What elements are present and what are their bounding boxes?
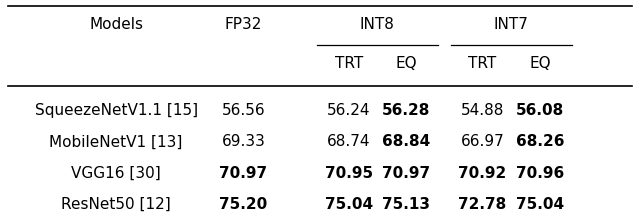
Text: 66.97: 66.97 [461,134,504,149]
Text: 70.95: 70.95 [324,166,372,181]
Text: 75.13: 75.13 [382,197,430,212]
Text: 56.24: 56.24 [327,103,371,118]
Text: 75.04: 75.04 [324,197,372,212]
Text: ResNet50 [12]: ResNet50 [12] [61,197,171,212]
Text: 75.20: 75.20 [220,197,268,212]
Text: MobileNetV1 [13]: MobileNetV1 [13] [49,134,183,149]
Text: 56.56: 56.56 [221,103,266,118]
Text: 68.74: 68.74 [327,134,371,149]
Text: 70.92: 70.92 [458,166,507,181]
Text: INT7: INT7 [493,17,529,32]
Text: 69.33: 69.33 [221,134,266,149]
Text: TRT: TRT [335,56,363,71]
Text: VGG16 [30]: VGG16 [30] [71,166,161,181]
Text: 75.04: 75.04 [516,197,564,212]
Text: INT8: INT8 [360,17,395,32]
Text: 70.96: 70.96 [516,166,564,181]
Text: FP32: FP32 [225,17,262,32]
Text: 56.08: 56.08 [516,103,564,118]
Text: 56.28: 56.28 [382,103,430,118]
Text: 70.97: 70.97 [382,166,430,181]
Text: 72.78: 72.78 [458,197,507,212]
Text: EQ: EQ [529,56,550,71]
Text: Models: Models [89,17,143,32]
Text: SqueezeNetV1.1 [15]: SqueezeNetV1.1 [15] [35,103,198,118]
Text: 54.88: 54.88 [461,103,504,118]
Text: 70.97: 70.97 [220,166,268,181]
Text: 68.26: 68.26 [516,134,564,149]
Text: 68.84: 68.84 [382,134,430,149]
Text: TRT: TRT [468,56,497,71]
Text: EQ: EQ [396,56,417,71]
